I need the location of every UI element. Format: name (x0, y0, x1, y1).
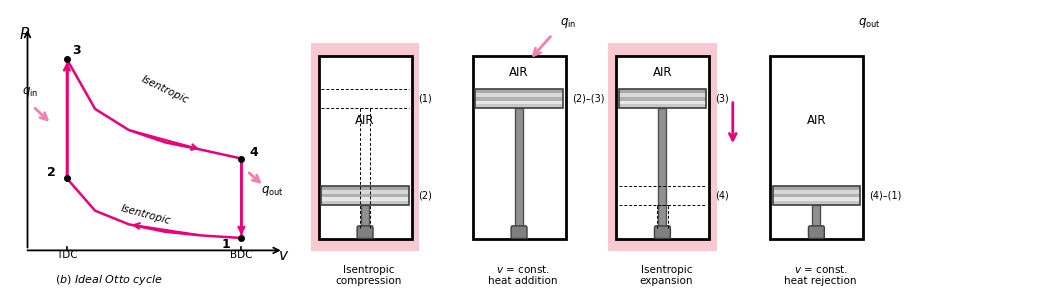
Text: 2: 2 (47, 166, 56, 179)
FancyBboxPatch shape (511, 226, 527, 239)
Text: AIR: AIR (653, 66, 672, 79)
FancyBboxPatch shape (773, 201, 860, 205)
Text: (2): (2) (418, 190, 432, 200)
FancyBboxPatch shape (475, 93, 563, 97)
Text: (3): (3) (716, 94, 730, 104)
Text: AIR: AIR (807, 114, 826, 127)
Text: 1: 1 (222, 238, 230, 251)
FancyBboxPatch shape (475, 89, 563, 93)
FancyBboxPatch shape (773, 186, 860, 190)
Text: $v$ = const.
heat addition: $v$ = const. heat addition (489, 263, 558, 286)
FancyBboxPatch shape (475, 97, 563, 100)
FancyBboxPatch shape (616, 55, 709, 239)
Text: Isentropic
expansion: Isentropic expansion (639, 265, 693, 286)
FancyBboxPatch shape (618, 93, 706, 97)
Text: AIR: AIR (510, 66, 529, 79)
Text: Isentropic: Isentropic (140, 74, 191, 106)
Text: 3: 3 (72, 44, 81, 57)
FancyBboxPatch shape (773, 194, 860, 197)
FancyBboxPatch shape (607, 43, 717, 251)
FancyBboxPatch shape (361, 205, 369, 237)
Text: $q_{\mathrm{out}}$: $q_{\mathrm{out}}$ (261, 184, 284, 198)
FancyBboxPatch shape (618, 97, 706, 100)
Text: $q_{\mathrm{out}}$: $q_{\mathrm{out}}$ (857, 16, 880, 30)
Text: $(b)$ Ideal Otto cycle: $(b)$ Ideal Otto cycle (55, 273, 164, 287)
FancyBboxPatch shape (515, 108, 523, 237)
Text: $q_{\mathrm{in}}$: $q_{\mathrm{in}}$ (22, 85, 38, 99)
FancyBboxPatch shape (310, 43, 419, 251)
Text: (2)–(3): (2)–(3) (572, 94, 604, 104)
FancyBboxPatch shape (321, 197, 409, 201)
Text: Isentropic
compression: Isentropic compression (336, 265, 402, 286)
Text: $P$: $P$ (19, 27, 30, 42)
Text: 4: 4 (250, 146, 258, 159)
Text: (1): (1) (418, 94, 432, 104)
FancyBboxPatch shape (770, 55, 862, 239)
Text: AIR: AIR (356, 114, 375, 127)
FancyBboxPatch shape (475, 100, 563, 104)
FancyBboxPatch shape (658, 108, 667, 237)
Text: Isentropic: Isentropic (120, 203, 172, 226)
FancyBboxPatch shape (475, 104, 563, 108)
FancyBboxPatch shape (654, 226, 670, 239)
FancyBboxPatch shape (773, 190, 860, 194)
FancyBboxPatch shape (473, 55, 565, 239)
FancyBboxPatch shape (357, 226, 373, 239)
FancyBboxPatch shape (808, 226, 824, 239)
Text: TDC: TDC (56, 250, 78, 260)
FancyBboxPatch shape (618, 104, 706, 108)
FancyBboxPatch shape (321, 190, 409, 194)
FancyBboxPatch shape (618, 89, 706, 93)
Text: (4): (4) (716, 190, 730, 200)
FancyBboxPatch shape (773, 197, 860, 201)
FancyBboxPatch shape (618, 100, 706, 104)
Text: $q_{\mathrm{in}}$: $q_{\mathrm{in}}$ (560, 16, 577, 30)
Text: (4)–(1): (4)–(1) (870, 190, 902, 200)
Text: $v$ = const.
heat rejection: $v$ = const. heat rejection (784, 263, 857, 286)
FancyBboxPatch shape (321, 194, 409, 197)
Text: $v$: $v$ (278, 248, 289, 263)
FancyBboxPatch shape (321, 186, 409, 190)
Text: BDC: BDC (230, 250, 253, 260)
FancyBboxPatch shape (319, 55, 411, 239)
FancyBboxPatch shape (321, 201, 409, 205)
FancyBboxPatch shape (812, 205, 820, 237)
